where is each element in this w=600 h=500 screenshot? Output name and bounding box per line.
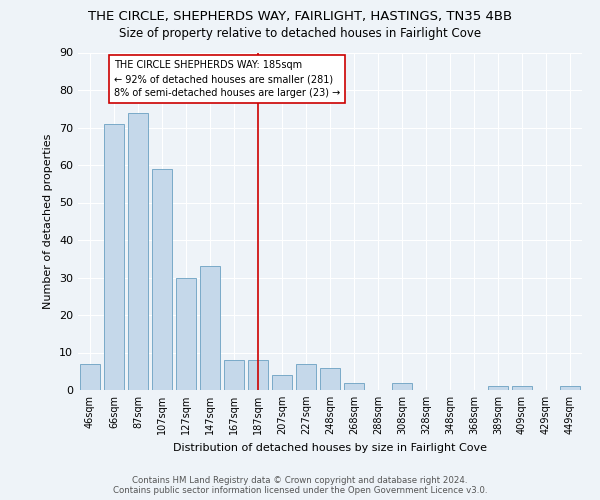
Bar: [512, 386, 532, 390]
Bar: [128, 112, 148, 390]
Bar: [392, 382, 412, 390]
Bar: [152, 169, 172, 390]
Bar: [320, 368, 340, 390]
X-axis label: Distribution of detached houses by size in Fairlight Cove: Distribution of detached houses by size …: [173, 442, 487, 452]
Bar: [488, 386, 508, 390]
Text: Size of property relative to detached houses in Fairlight Cove: Size of property relative to detached ho…: [119, 28, 481, 40]
Text: Contains HM Land Registry data © Crown copyright and database right 2024.
Contai: Contains HM Land Registry data © Crown c…: [113, 476, 487, 495]
Bar: [272, 375, 292, 390]
Bar: [224, 360, 244, 390]
Bar: [104, 124, 124, 390]
Bar: [176, 278, 196, 390]
Bar: [560, 386, 580, 390]
Bar: [296, 364, 316, 390]
Bar: [344, 382, 364, 390]
Bar: [248, 360, 268, 390]
Y-axis label: Number of detached properties: Number of detached properties: [43, 134, 53, 309]
Text: THE CIRCLE, SHEPHERDS WAY, FAIRLIGHT, HASTINGS, TN35 4BB: THE CIRCLE, SHEPHERDS WAY, FAIRLIGHT, HA…: [88, 10, 512, 23]
Bar: [80, 364, 100, 390]
Bar: [200, 266, 220, 390]
Text: THE CIRCLE SHEPHERDS WAY: 185sqm
← 92% of detached houses are smaller (281)
8% o: THE CIRCLE SHEPHERDS WAY: 185sqm ← 92% o…: [114, 60, 340, 98]
